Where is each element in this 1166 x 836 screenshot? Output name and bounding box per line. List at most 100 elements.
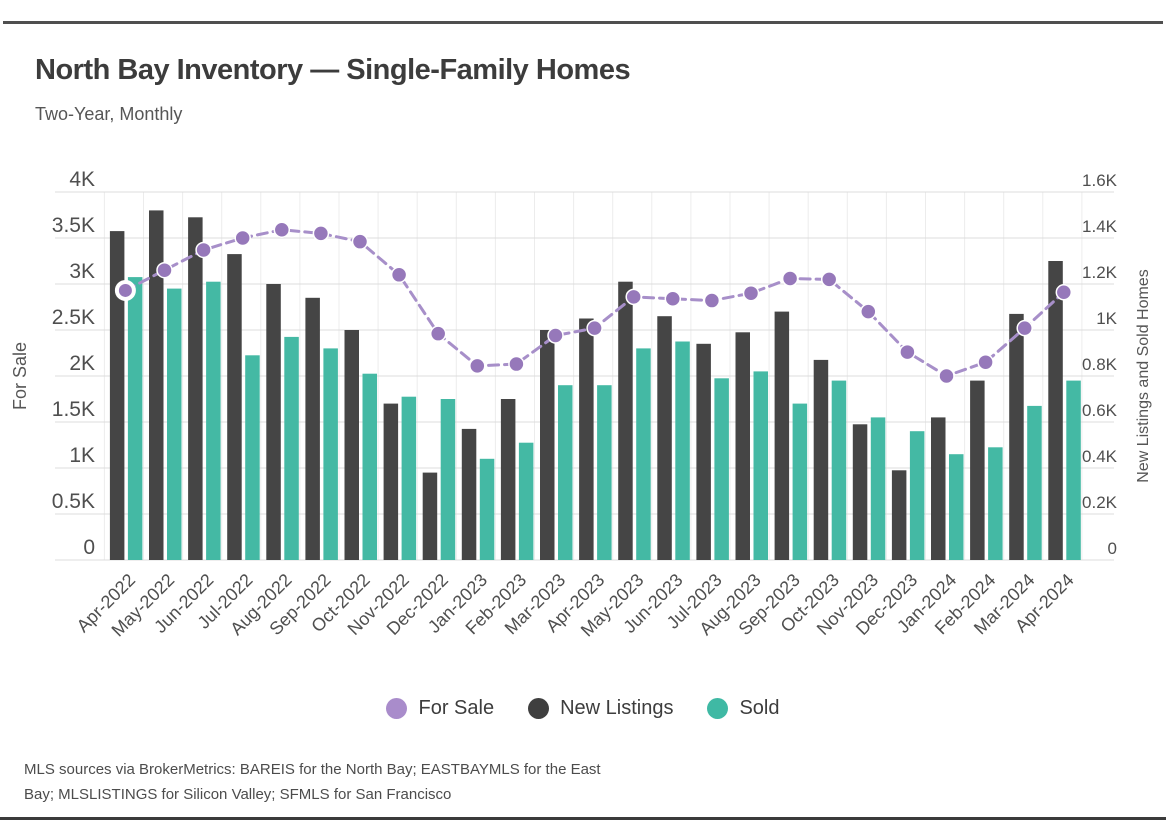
right-axis-tick-label: 1K — [1096, 309, 1117, 328]
top-divider — [3, 21, 1163, 24]
bar-new-listings — [891, 470, 907, 560]
for-sale-marker — [390, 266, 408, 284]
bar-sold — [1066, 380, 1081, 560]
left-axis-title: For Sale — [10, 342, 30, 410]
right-axis-tick-label: 0.8K — [1082, 355, 1118, 374]
bar-new-listings — [696, 343, 711, 560]
for-sale-marker — [586, 319, 603, 337]
left-axis-tick-label: 1K — [69, 444, 95, 467]
bar-new-listings — [422, 472, 438, 560]
bar-new-listings — [540, 330, 555, 560]
for-sale-marker — [938, 367, 955, 385]
bar-sold — [636, 348, 651, 560]
bar-sold — [245, 355, 260, 560]
bar-sold — [1027, 405, 1042, 560]
right-axis-tick-label: 0.2K — [1082, 493, 1118, 512]
bar-new-listings — [383, 403, 399, 560]
bar-sold — [753, 371, 768, 560]
legend-label: Sold — [739, 697, 780, 719]
bar-sold — [440, 399, 456, 560]
bar-sold — [870, 417, 886, 560]
bar-sold — [949, 454, 964, 560]
left-axis-tick-label: 3.5K — [52, 214, 95, 237]
for-sale-marker — [195, 241, 212, 259]
bar-new-listings — [970, 380, 985, 560]
legend-label: For Sale — [418, 697, 495, 719]
bar-new-listings — [735, 332, 750, 560]
bar-new-listings — [227, 254, 242, 560]
bar-sold — [362, 373, 377, 560]
bar-sold — [401, 396, 417, 560]
for-sale-marker — [508, 355, 525, 373]
bar-sold — [909, 431, 925, 560]
for-sale-marker — [469, 357, 486, 375]
for-sale-marker — [114, 279, 136, 301]
bar-sold — [714, 378, 729, 560]
bottom-divider — [0, 817, 1166, 820]
for-sale-marker — [273, 221, 291, 238]
for-sale-marker — [1055, 284, 1073, 301]
for-sale-marker — [547, 327, 564, 344]
legend-item-new-listings[interactable]: New Listings — [528, 697, 673, 720]
bar-sold — [167, 288, 182, 560]
bar-sold — [479, 458, 495, 560]
right-axis-tick-label: 0.6K — [1082, 401, 1118, 420]
right-axis-tick-label: 0.4K — [1082, 447, 1118, 466]
bar-new-listings — [188, 217, 203, 561]
right-axis-tick-label: 1.6K — [1082, 171, 1118, 190]
bar-new-listings — [657, 316, 672, 560]
left-axis-tick-label: 0 — [83, 536, 95, 559]
bar-sold — [597, 385, 612, 560]
bar-new-listings — [852, 424, 868, 560]
for-sale-line — [123, 228, 1066, 378]
chart-canvas: 4K 1.6K 3.5K 1.4K 3K 1.2K 2.5K 1K 2K 0.8K 1.5K 0.6K… — [10, 168, 1152, 640]
bar-new-listings — [109, 231, 125, 560]
right-axis-tick-label: 0 — [1108, 539, 1117, 558]
bar-new-listings — [461, 428, 477, 560]
for-sale-marker — [977, 353, 994, 371]
bar-new-listings — [1009, 313, 1024, 560]
bar-new-listings — [305, 297, 320, 560]
left-axis-tick-label: 2K — [69, 352, 95, 375]
legend-item-for-sale[interactable]: For Sale — [386, 697, 494, 720]
right-axis-tick-label: 1.4K — [1082, 217, 1118, 236]
for-sale-marker — [860, 303, 877, 320]
bar-new-listings — [149, 210, 164, 560]
bar-new-listings — [774, 311, 790, 560]
for-sale-marker — [351, 233, 369, 250]
left-axis-tick-label: 2.5K — [52, 306, 95, 329]
left-axis-tick-label: 3K — [69, 260, 95, 283]
legend-item-sold[interactable]: Sold — [707, 697, 780, 720]
bar-new-listings — [500, 399, 516, 560]
bar-new-listings — [266, 284, 281, 560]
right-axis-tick-label: 1.2K — [1082, 263, 1118, 282]
bar-sold — [792, 403, 808, 560]
left-axis-tick-label: 4K — [69, 168, 95, 191]
left-axis-tick-label: 0.5K — [52, 490, 95, 513]
source-note-line1: MLS sources via BrokerMetrics: BAREIS fo… — [24, 761, 601, 778]
for-sale-swatch-icon — [386, 698, 408, 719]
bar-sold — [558, 385, 573, 560]
chart-legend: For Sale New Listings Sold — [0, 697, 1166, 720]
for-sale-marker — [429, 325, 447, 342]
for-sale-marker — [742, 284, 760, 302]
for-sale-marker — [703, 292, 721, 309]
source-note-line2: Bay; MLSLISTINGS for Silicon Valley; SFM… — [24, 786, 452, 803]
bar-new-listings — [579, 318, 594, 560]
bar-sold — [988, 447, 1003, 560]
for-sale-marker — [625, 288, 642, 306]
bar-sold — [206, 281, 221, 560]
bar-sold — [127, 277, 143, 560]
bar-sold — [323, 348, 338, 560]
bar-new-listings — [344, 330, 359, 560]
for-sale-marker — [1016, 319, 1033, 337]
for-sale-marker — [781, 270, 799, 287]
bar-new-listings — [618, 281, 633, 560]
bar-new-listings — [931, 417, 946, 560]
sold-swatch-icon — [707, 698, 729, 719]
for-sale-marker — [899, 343, 916, 361]
for-sale-marker — [820, 271, 838, 288]
for-sale-marker — [234, 229, 251, 247]
for-sale-marker — [156, 261, 173, 279]
